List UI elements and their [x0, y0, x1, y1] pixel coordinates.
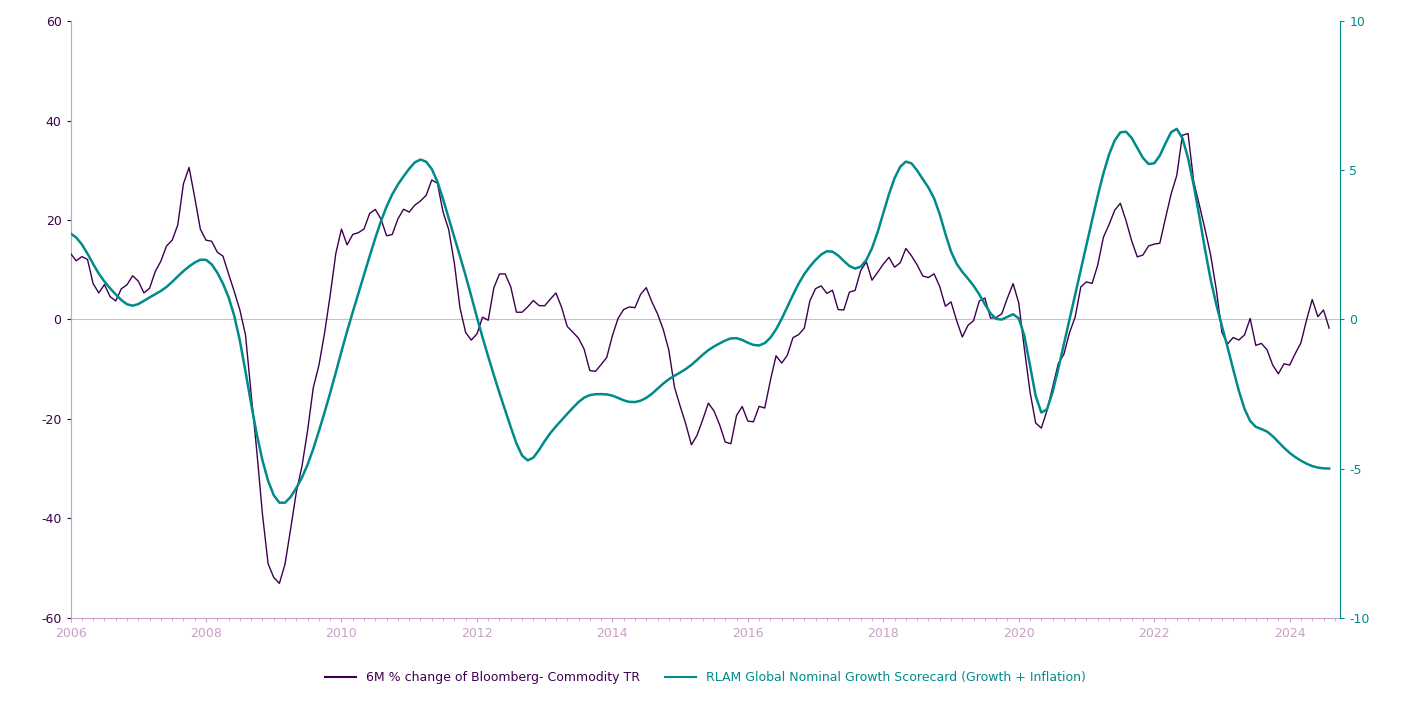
Legend: 6M % change of Bloomberg- Commodity TR, RLAM Global Nominal Growth Scorecard (Gr: 6M % change of Bloomberg- Commodity TR, …	[320, 666, 1091, 689]
